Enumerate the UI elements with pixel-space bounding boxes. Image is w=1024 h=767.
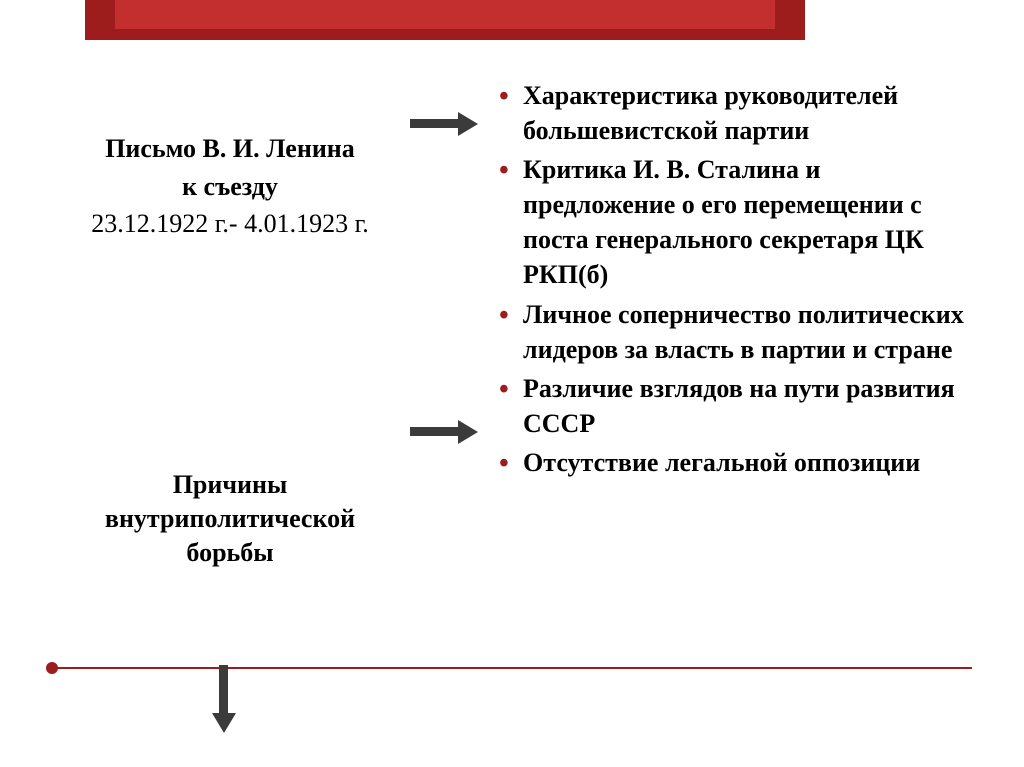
reasons-line-3: борьбы xyxy=(60,536,400,570)
list-item: Различие взглядов на пути развития СССР xyxy=(495,371,975,441)
divider-line xyxy=(52,667,972,669)
right-column: Характеристика руководителей большевистс… xyxy=(495,78,975,484)
letter-line-2: к съезду xyxy=(60,168,400,206)
list-item: Критика И. В. Сталина и предложение о ег… xyxy=(495,152,975,292)
left-column: Письмо В. И. Ленина к съезду 23.12.1922 … xyxy=(60,130,400,569)
list-item: Отсутствие легальной оппозиции xyxy=(495,445,975,480)
header-band-light xyxy=(115,0,775,29)
arrow-down-icon xyxy=(215,665,231,735)
list-item: Характеристика руководителей большевистс… xyxy=(495,78,975,148)
list-item: Личное соперничество политических лидеро… xyxy=(495,297,975,367)
bullet-list: Характеристика руководителей большевистс… xyxy=(495,78,975,480)
arrow-right-icon xyxy=(410,115,480,131)
lenin-letter-block: Письмо В. И. Ленина к съезду 23.12.1922 … xyxy=(60,130,400,243)
reasons-line-2: внутриполитической xyxy=(60,502,400,536)
letter-line-3: 23.12.1922 г.- 4.01.1923 г. xyxy=(60,205,400,243)
reasons-line-1: Причины xyxy=(60,468,400,502)
arrow-right-icon xyxy=(410,423,480,439)
reasons-block: Причины внутриполитической борьбы xyxy=(60,468,400,569)
letter-line-1: Письмо В. И. Ленина xyxy=(60,130,400,168)
